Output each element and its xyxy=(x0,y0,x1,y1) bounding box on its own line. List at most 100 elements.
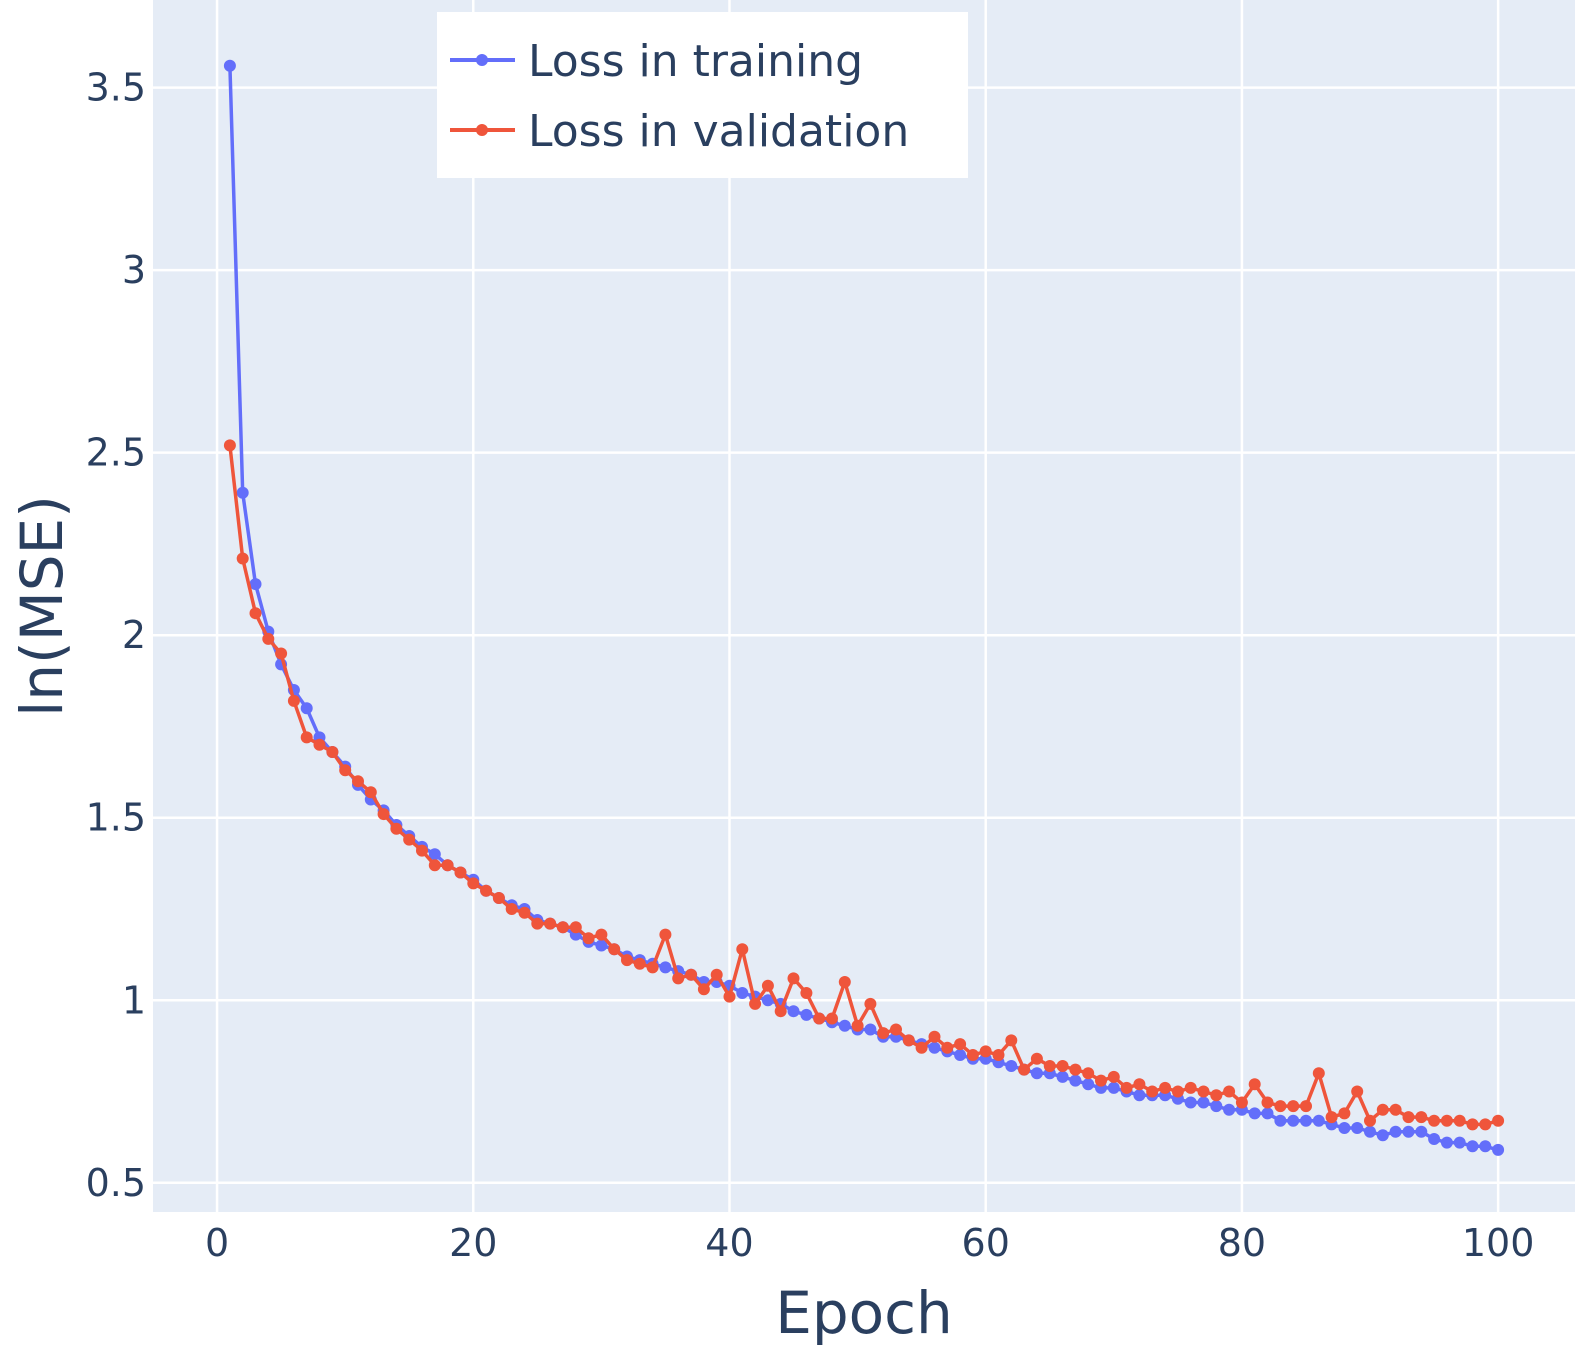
data-point-loss-in-validation[interactable] xyxy=(441,859,454,872)
data-point-loss-in-validation[interactable] xyxy=(1466,1118,1479,1131)
data-point-loss-in-validation[interactable] xyxy=(1428,1114,1441,1127)
data-point-loss-in-validation[interactable] xyxy=(672,972,685,985)
data-point-loss-in-training[interactable] xyxy=(864,1023,877,1036)
data-point-loss-in-validation[interactable] xyxy=(1210,1089,1223,1102)
data-point-loss-in-training[interactable] xyxy=(1364,1125,1376,1138)
data-point-loss-in-validation[interactable] xyxy=(416,844,428,857)
data-point-loss-in-validation[interactable] xyxy=(467,877,480,890)
data-point-loss-in-training[interactable] xyxy=(428,848,441,861)
data-point-loss-in-training[interactable] xyxy=(1005,1060,1018,1072)
data-point-loss-in-training[interactable] xyxy=(800,1008,813,1021)
data-point-loss-in-training[interactable] xyxy=(1082,1078,1095,1091)
data-point-loss-in-validation[interactable] xyxy=(979,1045,992,1058)
data-point-loss-in-validation[interactable] xyxy=(275,647,288,660)
data-point-loss-in-training[interactable] xyxy=(1261,1107,1274,1120)
data-point-loss-in-validation[interactable] xyxy=(928,1030,941,1043)
data-point-loss-in-validation[interactable] xyxy=(941,1041,954,1054)
data-point-loss-in-training[interactable] xyxy=(300,702,313,715)
legend-item-validation[interactable]: Loss in validation xyxy=(450,106,909,157)
data-point-loss-in-validation[interactable] xyxy=(454,866,467,879)
data-point-loss-in-training[interactable] xyxy=(928,1041,941,1054)
data-point-loss-in-validation[interactable] xyxy=(1402,1111,1415,1124)
data-point-loss-in-validation[interactable] xyxy=(1095,1074,1107,1087)
data-point-loss-in-validation[interactable] xyxy=(480,884,493,897)
data-point-loss-in-validation[interactable] xyxy=(1312,1067,1325,1080)
data-point-loss-in-validation[interactable] xyxy=(1440,1114,1453,1127)
data-point-loss-in-training[interactable] xyxy=(1210,1100,1223,1113)
data-point-loss-in-validation[interactable] xyxy=(736,943,749,956)
data-point-loss-in-validation[interactable] xyxy=(544,917,557,930)
data-point-loss-in-validation[interactable] xyxy=(1338,1107,1351,1120)
data-point-loss-in-validation[interactable] xyxy=(1453,1114,1466,1127)
data-point-loss-in-validation[interactable] xyxy=(1030,1052,1043,1065)
data-point-loss-in-validation[interactable] xyxy=(1197,1085,1210,1098)
data-point-loss-in-validation[interactable] xyxy=(646,961,659,974)
data-point-loss-in-validation[interactable] xyxy=(787,972,800,985)
data-point-loss-in-validation[interactable] xyxy=(608,943,621,956)
data-point-loss-in-validation[interactable] xyxy=(1043,1060,1056,1072)
data-point-loss-in-training[interactable] xyxy=(1389,1125,1402,1138)
data-point-loss-in-validation[interactable] xyxy=(749,997,762,1010)
data-point-loss-in-validation[interactable] xyxy=(723,990,736,1003)
data-point-loss-in-training[interactable] xyxy=(787,1005,800,1018)
data-point-loss-in-validation[interactable] xyxy=(1389,1103,1402,1116)
data-point-loss-in-validation[interactable] xyxy=(300,731,313,744)
data-point-loss-in-validation[interactable] xyxy=(518,906,531,919)
data-point-loss-in-validation[interactable] xyxy=(505,903,518,915)
data-point-loss-in-training[interactable] xyxy=(761,994,774,1007)
data-point-loss-in-validation[interactable] xyxy=(659,928,672,941)
data-point-loss-in-validation[interactable] xyxy=(890,1023,902,1036)
data-point-loss-in-validation[interactable] xyxy=(236,552,249,565)
data-point-loss-in-validation[interactable] xyxy=(1479,1118,1492,1131)
data-point-loss-in-training[interactable] xyxy=(1312,1114,1325,1127)
data-point-loss-in-training[interactable] xyxy=(1133,1089,1146,1102)
data-point-loss-in-validation[interactable] xyxy=(774,1005,787,1018)
data-point-loss-in-validation[interactable] xyxy=(595,928,608,941)
data-point-loss-in-validation[interactable] xyxy=(1146,1085,1159,1098)
data-point-loss-in-validation[interactable] xyxy=(966,1049,979,1061)
data-point-loss-in-validation[interactable] xyxy=(1082,1067,1095,1080)
data-point-loss-in-validation[interactable] xyxy=(1415,1111,1428,1124)
data-point-loss-in-validation[interactable] xyxy=(1056,1060,1069,1072)
data-point-loss-in-validation[interactable] xyxy=(633,957,646,970)
data-point-loss-in-validation[interactable] xyxy=(1300,1100,1312,1113)
data-point-loss-in-training[interactable] xyxy=(1479,1140,1492,1153)
data-point-loss-in-validation[interactable] xyxy=(877,1027,890,1040)
data-point-loss-in-training[interactable] xyxy=(1030,1067,1043,1080)
data-point-loss-in-validation[interactable] xyxy=(1107,1070,1120,1083)
data-point-loss-in-validation[interactable] xyxy=(954,1038,967,1051)
data-point-loss-in-validation[interactable] xyxy=(313,738,326,751)
data-point-loss-in-training[interactable] xyxy=(1300,1114,1312,1127)
data-point-loss-in-validation[interactable] xyxy=(531,917,544,930)
data-point-loss-in-training[interactable] xyxy=(1453,1136,1466,1149)
data-point-loss-in-training[interactable] xyxy=(736,987,749,999)
data-point-loss-in-validation[interactable] xyxy=(390,822,403,835)
data-point-loss-in-validation[interactable] xyxy=(1133,1078,1146,1091)
data-point-loss-in-validation[interactable] xyxy=(352,775,364,788)
data-point-loss-in-training[interactable] xyxy=(249,578,262,591)
data-point-loss-in-training[interactable] xyxy=(1107,1081,1120,1094)
data-point-loss-in-training[interactable] xyxy=(1197,1096,1210,1109)
data-point-loss-in-training[interactable] xyxy=(659,961,672,974)
data-point-loss-in-validation[interactable] xyxy=(992,1049,1005,1061)
data-point-loss-in-training[interactable] xyxy=(223,59,236,72)
data-point-loss-in-validation[interactable] xyxy=(492,892,505,904)
data-point-loss-in-validation[interactable] xyxy=(685,968,698,981)
data-point-loss-in-training[interactable] xyxy=(1274,1114,1287,1127)
data-point-loss-in-validation[interactable] xyxy=(1376,1103,1389,1116)
data-point-loss-in-validation[interactable] xyxy=(761,979,774,992)
data-point-loss-in-validation[interactable] xyxy=(1120,1081,1133,1094)
data-point-loss-in-validation[interactable] xyxy=(1248,1078,1261,1091)
data-point-loss-in-validation[interactable] xyxy=(813,1012,826,1025)
data-point-loss-in-validation[interactable] xyxy=(1069,1063,1082,1076)
data-point-loss-in-training[interactable] xyxy=(1415,1125,1428,1138)
data-point-loss-in-validation[interactable] xyxy=(621,954,633,967)
data-point-loss-in-validation[interactable] xyxy=(569,921,582,934)
data-point-loss-in-training[interactable] xyxy=(1069,1074,1082,1087)
data-point-loss-in-validation[interactable] xyxy=(556,921,569,934)
data-point-loss-in-training[interactable] xyxy=(595,939,608,952)
data-point-loss-in-training[interactable] xyxy=(1223,1103,1236,1116)
data-point-loss-in-validation[interactable] xyxy=(287,694,300,707)
data-point-loss-in-training[interactable] xyxy=(1466,1140,1479,1153)
data-point-loss-in-validation[interactable] xyxy=(1364,1114,1376,1127)
